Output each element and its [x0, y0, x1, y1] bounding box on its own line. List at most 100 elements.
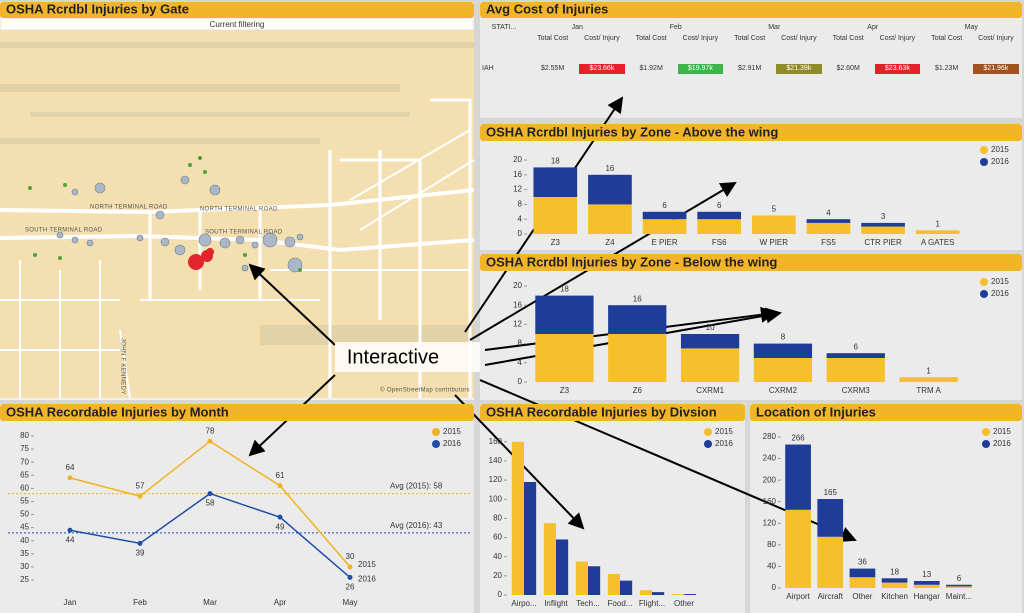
legend-label: 2016: [715, 439, 733, 448]
subheader: Cost/ Injury: [682, 35, 719, 42]
bar-segment: [588, 174, 632, 205]
x-tick-label: Mar: [203, 598, 217, 607]
value-label: 61: [276, 471, 285, 480]
bar-segment: [753, 358, 813, 382]
month-header: Apr: [867, 24, 879, 31]
y-tick-label: 20: [513, 155, 522, 164]
y-tick-label: 40: [493, 552, 502, 561]
average-label: Avg (2016): 43: [390, 521, 443, 530]
bar: [671, 594, 684, 595]
x-tick-label: CXRM2: [769, 386, 798, 395]
subheader: Total Cost: [832, 35, 864, 42]
chart-title: OSHA Rcrdbl Injuries by Zone - Above the…: [486, 124, 778, 139]
table-cell: $21.39k: [776, 64, 822, 74]
bar-segment: [817, 536, 844, 588]
x-tick-label: Flight...: [639, 599, 665, 608]
y-tick-label: 45: [20, 523, 29, 532]
total-label: 18: [890, 567, 899, 576]
total-label: 6: [662, 201, 667, 210]
y-tick-label: 12: [513, 185, 522, 194]
value-label: 64: [66, 463, 75, 472]
total-label: 18: [560, 285, 569, 294]
x-tick-label: Aircraft: [818, 592, 844, 601]
table-cell: $1.92M: [639, 65, 663, 72]
bar-segment: [806, 222, 851, 234]
point: [277, 514, 283, 520]
x-tick-label: Z3: [551, 238, 561, 247]
y-tick-label: 4: [518, 358, 523, 367]
series-end-label: 2015: [358, 560, 376, 569]
total-label: 16: [633, 294, 642, 303]
y-tick-label: 55: [20, 497, 29, 506]
legend-label: 2015: [993, 427, 1011, 436]
legend-swatch: [704, 428, 712, 436]
bar-segment: [535, 334, 594, 382]
month-header: Feb: [669, 24, 682, 31]
legend-swatch: [980, 278, 988, 286]
bar-segment: [608, 334, 667, 382]
bar-segment: [915, 230, 960, 234]
x-tick-label: TRM A: [916, 386, 941, 395]
y-tick-label: 40: [767, 562, 776, 571]
table-cell: $23.66k: [579, 64, 625, 74]
point: [137, 493, 143, 499]
map[interactable]: [0, 30, 475, 399]
bar-segment: [642, 211, 687, 220]
subheader: Total Cost: [734, 35, 766, 42]
value-label: 78: [206, 426, 215, 435]
subheader: Cost/ Injury: [584, 35, 620, 42]
total-label: 1: [935, 219, 940, 228]
total-label: 6: [957, 574, 962, 583]
total-label: 13: [922, 570, 931, 579]
bar-segment: [785, 509, 811, 588]
bar-segment: [680, 348, 740, 382]
bar: [511, 441, 524, 595]
annotation-bg: [335, 342, 480, 372]
chart-title: OSHA Recordable Injuries by Month: [6, 404, 229, 419]
legend-label: 2015: [715, 427, 733, 436]
bar-segment: [913, 584, 940, 588]
point: [207, 491, 213, 497]
bar: [556, 539, 569, 595]
x-tick-label: Z4: [605, 238, 615, 247]
table-cell: $2.91M: [737, 65, 762, 72]
y-tick-label: 120: [763, 518, 777, 527]
bar-segment: [753, 343, 813, 358]
y-tick-label: 240: [763, 454, 777, 463]
value-label: 57: [136, 481, 145, 490]
table-cell: $2.55M: [540, 65, 565, 72]
table-cell: $2.60M: [836, 65, 860, 72]
y-tick-label: 35: [20, 549, 29, 558]
legend-label: 2016: [993, 439, 1011, 448]
total-label: 8: [781, 333, 786, 342]
bar-segment: [913, 580, 940, 585]
x-tick-label: CXRM1: [696, 386, 725, 395]
y-tick-label: 0: [518, 377, 523, 386]
subheader: Cost/ Injury: [781, 35, 817, 42]
bar-segment: [533, 197, 578, 234]
bar: [575, 561, 588, 595]
bar-segment: [826, 358, 885, 382]
total-label: 4: [826, 208, 831, 217]
x-tick-label: Hangar: [914, 592, 941, 601]
x-tick-label: May: [342, 598, 357, 607]
y-tick-label: 280: [763, 432, 777, 441]
point: [347, 564, 353, 570]
road-label: JOHN F KENNEDY: [119, 338, 125, 395]
month-panel: [0, 404, 474, 613]
y-tick-label: 0: [518, 229, 523, 238]
point: [207, 438, 213, 444]
legend-label: 2015: [991, 145, 1009, 154]
x-tick-label: CXRM3: [842, 386, 871, 395]
x-tick-label: Z3: [560, 386, 570, 395]
filter-bar: [2, 19, 472, 29]
title-bar: [480, 404, 745, 421]
annotation: Interactive: [347, 346, 439, 368]
y-tick-label: 40: [20, 536, 29, 545]
bar: [684, 594, 697, 595]
x-tick-label: Z6: [633, 386, 643, 395]
y-tick-label: 0: [498, 590, 503, 599]
bar-segment: [849, 568, 876, 578]
y-tick-label: 160: [489, 437, 503, 446]
